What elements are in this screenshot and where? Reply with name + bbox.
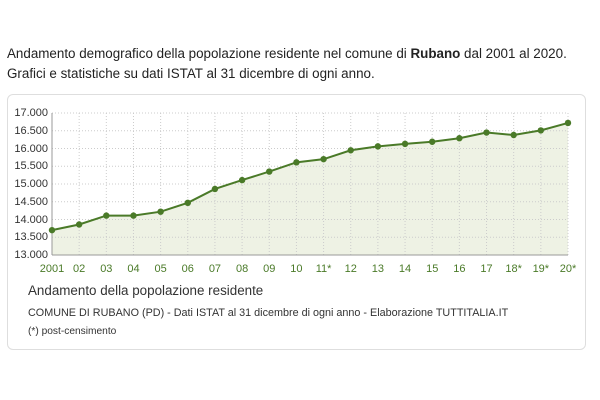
population-line — [51, 121, 569, 232]
data-point — [483, 129, 490, 136]
x-tick-label: 12 — [344, 263, 357, 275]
x-tick-label: 13 — [371, 263, 385, 275]
data-point — [564, 119, 572, 127]
x-tick-label: 05 — [154, 263, 167, 275]
data-point — [401, 140, 409, 148]
data-point — [184, 199, 191, 207]
x-tick-label: 17 — [480, 263, 493, 275]
data-point — [429, 138, 436, 145]
data-point — [238, 176, 246, 184]
y-tick-label: 13.000 — [14, 249, 48, 261]
x-tick-label: 03 — [100, 263, 113, 275]
data-point — [456, 135, 463, 142]
data-point — [320, 155, 327, 163]
x-tick-label: 15 — [426, 263, 439, 275]
data-point — [157, 208, 164, 215]
intro-after: dal 2001 al 2020. Grafici e statistiche … — [7, 46, 567, 81]
y-tick-label: 16.500 — [14, 124, 48, 137]
y-tick-label: 16.000 — [14, 142, 48, 155]
x-tick-label: 19* — [532, 263, 550, 275]
data-point — [537, 127, 545, 134]
y-tick-label: 15.000 — [14, 178, 48, 190]
x-tick-label: 18* — [505, 263, 522, 275]
intro-text: Andamento demografico della popolazione … — [7, 44, 597, 84]
data-point — [103, 212, 110, 219]
x-tick-label: 14 — [398, 263, 412, 275]
data-point — [510, 131, 517, 139]
data-point — [293, 159, 300, 166]
x-tick-label: 08 — [235, 263, 249, 275]
data-point — [374, 143, 382, 150]
x-tick-label: 10 — [290, 263, 303, 275]
population-chart — [48, 112, 572, 256]
data-point — [211, 185, 219, 193]
intro-comune: Rubano — [410, 46, 461, 61]
x-tick-label: 09 — [263, 263, 276, 275]
chart-note: (*) post-censimento — [28, 326, 117, 337]
y-tick-label: 14.000 — [14, 213, 48, 226]
area-fill — [52, 122, 568, 255]
y-tick-label: 13.500 — [14, 231, 48, 244]
data-point — [266, 168, 273, 175]
x-tick-label: 06 — [181, 263, 194, 275]
data-point — [347, 147, 354, 154]
x-tick-label: 04 — [127, 263, 140, 275]
y-tick-label: 14.500 — [14, 195, 48, 208]
y-tick-label: 15.500 — [14, 160, 48, 173]
data-point — [75, 221, 83, 228]
y-tick-label: 17.000 — [14, 107, 48, 119]
x-tick-label: 02 — [73, 263, 86, 275]
x-tick-label: 2001 — [39, 263, 65, 275]
data-point — [130, 212, 137, 219]
chart-source: COMUNE DI RUBANO (PD) - Dati ISTAT al 31… — [28, 307, 509, 319]
x-tick-label: 07 — [208, 263, 222, 275]
data-point — [48, 226, 56, 234]
x-tick-label: 11* — [315, 263, 332, 275]
x-tick-label: 20* — [559, 263, 577, 275]
chart-title: Andamento della popolazione residente — [28, 283, 264, 298]
intro-before: Andamento demografico della popolazione … — [7, 46, 411, 61]
x-tick-label: 16 — [453, 263, 466, 275]
